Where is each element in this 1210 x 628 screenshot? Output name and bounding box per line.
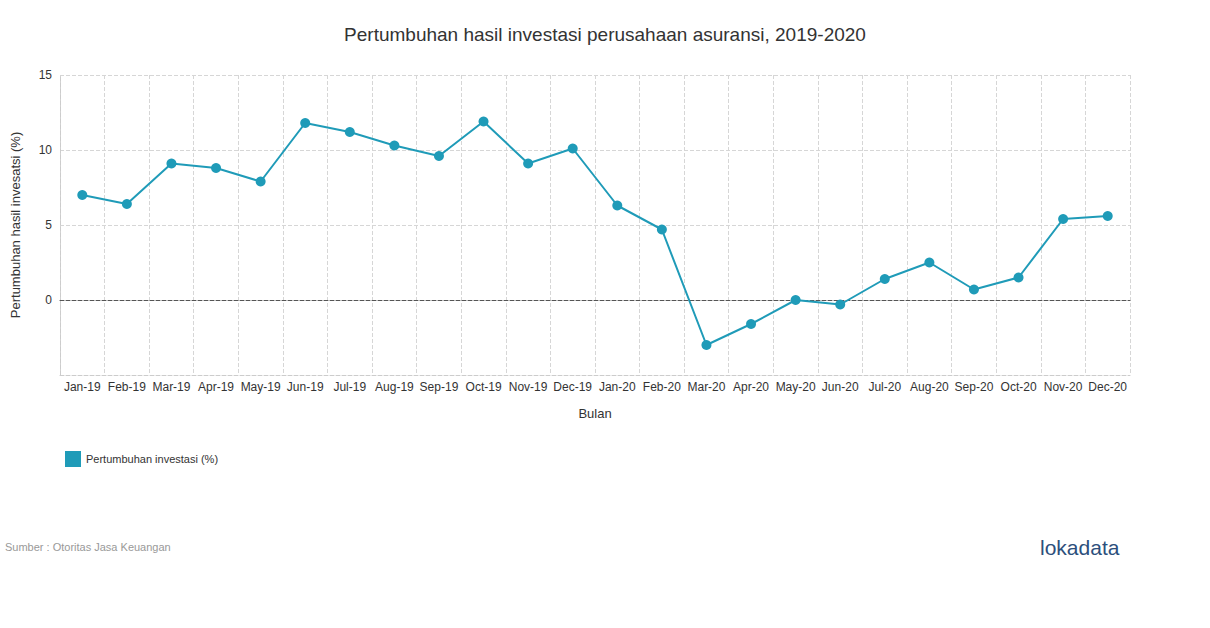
svg-text:Nov-19: Nov-19 [509,380,548,394]
svg-text:Sep-19: Sep-19 [420,380,459,394]
svg-text:Pertumbuhan hasil investasi pe: Pertumbuhan hasil investasi perusahaan a… [344,24,866,45]
svg-text:5: 5 [45,218,52,232]
svg-text:Feb-19: Feb-19 [108,380,146,394]
svg-text:Sumber : Otoritas Jasa Keuanga: Sumber : Otoritas Jasa Keuangan [5,541,171,553]
svg-text:Pertumbuhan hasil invesatsi (%: Pertumbuhan hasil invesatsi (%) [8,132,23,318]
svg-text:10: 10 [39,143,53,157]
svg-text:Sep-20: Sep-20 [955,380,994,394]
svg-text:Oct-19: Oct-19 [466,380,502,394]
svg-text:Pertumbuhan investasi (%): Pertumbuhan investasi (%) [86,453,218,465]
svg-text:Oct-20: Oct-20 [1001,380,1037,394]
svg-text:Apr-20: Apr-20 [733,380,769,394]
svg-text:Mar-19: Mar-19 [152,380,190,394]
svg-text:Aug-20: Aug-20 [910,380,949,394]
svg-text:lokadata: lokadata [1040,536,1120,559]
svg-text:Jul-20: Jul-20 [868,380,901,394]
svg-text:May-19: May-19 [241,380,281,394]
svg-text:Mar-20: Mar-20 [687,380,725,394]
svg-text:Apr-19: Apr-19 [198,380,234,394]
svg-text:Jul-19: Jul-19 [333,380,366,394]
svg-text:Jan-19: Jan-19 [64,380,101,394]
svg-text:Jun-20: Jun-20 [822,380,859,394]
svg-text:Jun-19: Jun-19 [287,380,324,394]
svg-text:15: 15 [39,68,53,82]
svg-text:May-20: May-20 [776,380,816,394]
svg-text:Dec-20: Dec-20 [1088,380,1127,394]
svg-text:Aug-19: Aug-19 [375,380,414,394]
svg-text:Dec-19: Dec-19 [553,380,592,394]
svg-text:Jan-20: Jan-20 [599,380,636,394]
svg-text:Nov-20: Nov-20 [1044,380,1083,394]
svg-text:Feb-20: Feb-20 [643,380,681,394]
svg-text:Bulan: Bulan [578,406,611,421]
svg-text:0: 0 [45,293,52,307]
